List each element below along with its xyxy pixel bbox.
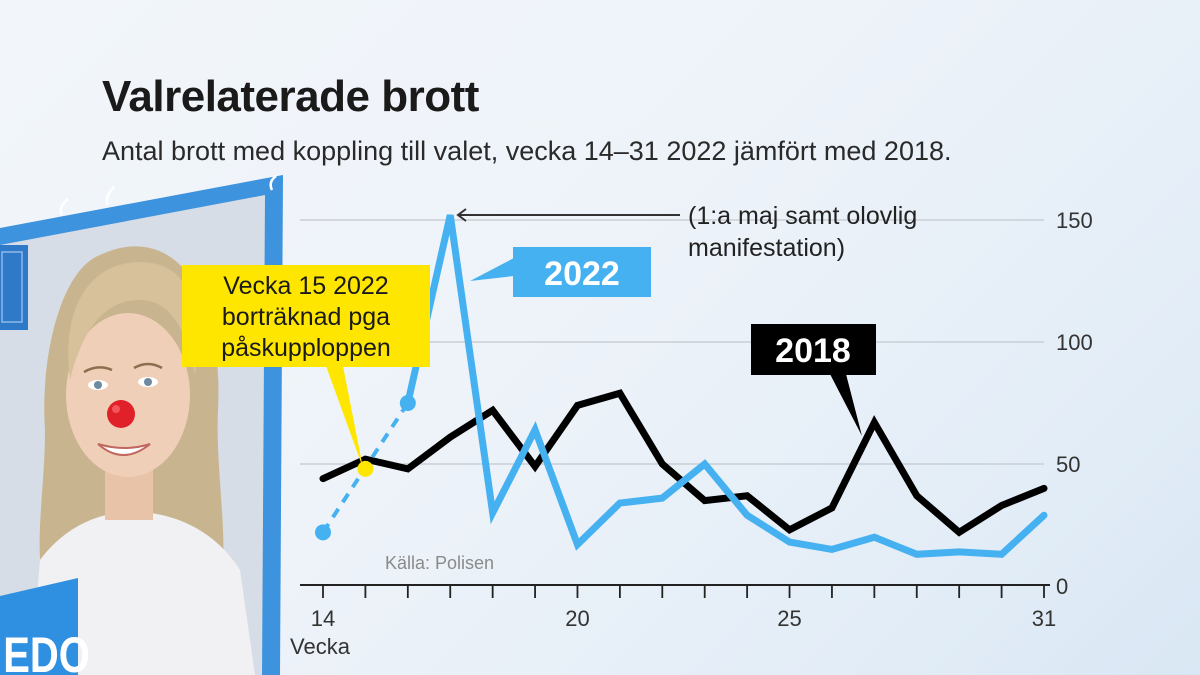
series-2022 [315,214,1048,558]
election-poster-photo: EDO [0,175,283,675]
y-tick-label-150: 150 [1056,208,1093,233]
face [66,313,190,477]
source-note: Källa: Polisen [385,553,494,573]
x-tick-label-20: 20 [565,606,589,631]
x-tick-label-14: 14 [311,606,335,631]
poster-name-banner [0,578,78,675]
y-tick-label-100: 100 [1056,330,1093,355]
label-2022-text: 2022 [544,255,620,293]
poster-logo-box [0,245,28,330]
y-tick-label-50: 50 [1056,452,1080,477]
poster-clip [105,186,115,206]
excluded-point-week-15 [357,460,374,477]
series-2018 [319,389,1048,537]
poster-clip [269,175,277,191]
yellow-callout-box [182,265,430,367]
shirt [30,511,255,675]
peak-annotation: (1:a maj samt olovlig manifestation) [456,202,917,262]
x-axis: 14 20 25 31 Vecka [290,584,1056,659]
yellow-callout-line-2: borträknad pga [222,303,390,331]
x-tick-label-31: 31 [1032,606,1056,631]
label-2022-box [513,247,651,297]
poster-banner-text: EDO [3,627,90,675]
label-2018-pointer [830,374,862,436]
series-2022-point-14 [315,524,331,541]
series-layer [315,214,1048,558]
label-2022-pointer [470,258,514,281]
poster-clip [59,198,69,216]
series-label-2018: 2018 [751,324,876,436]
excluded-week-annotation: Vecka 15 2022 borträknad pga påskupplopp… [182,265,430,468]
chart-title: Valrelaterade brott [102,72,479,121]
y-axis-ticks: 0 50 100 150 [1056,208,1093,599]
peak-note-line-2: manifestation) [688,234,845,262]
x-axis-title: Vecka [290,634,351,659]
label-2018-text: 2018 [775,332,851,370]
chart-subtitle: Antal brott med koppling till valet, vec… [102,136,952,166]
label-2018-box [751,324,876,375]
yellow-callout-line-1: Vecka 15 2022 [223,272,388,300]
x-tick-label-25: 25 [777,606,801,631]
yellow-callout-line-3: påskupploppen [221,334,391,362]
arrow-head-icon [456,208,467,222]
yellow-callout-pointer [326,366,363,468]
smile [97,443,151,456]
series-2022-line [404,214,1048,558]
series-2022-point-16 [399,395,416,411]
peak-note-line-1: (1:a maj samt olovlig [688,202,917,230]
y-tick-label-0: 0 [1056,574,1068,599]
series-2018-line [319,389,1048,537]
series-label-2022: 2022 [470,247,651,297]
